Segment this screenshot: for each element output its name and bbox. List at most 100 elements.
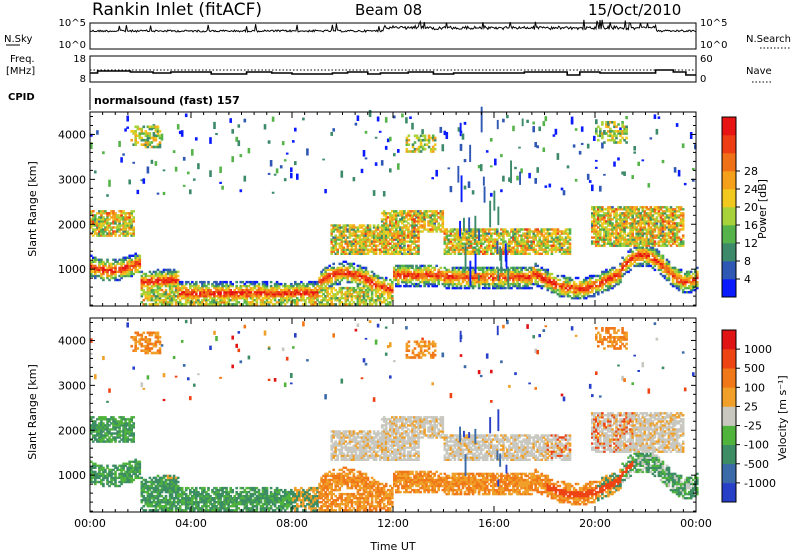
power-cell (435, 274, 438, 278)
power-cell (336, 282, 339, 286)
power-cell (110, 264, 113, 268)
power-cell (128, 262, 131, 266)
power-cell (623, 264, 626, 268)
power-cell (292, 301, 295, 304)
power-cell (603, 226, 606, 229)
power-cell (370, 274, 374, 278)
power-cell (100, 226, 103, 229)
power-cell (193, 288, 196, 292)
power-cell (391, 236, 394, 239)
power-cell (421, 226, 424, 229)
power-cell (156, 276, 160, 280)
power-cell (261, 297, 265, 300)
power-cell (526, 252, 529, 255)
power-cell (518, 278, 521, 282)
power-cell (162, 299, 166, 302)
power-cell (407, 248, 410, 251)
power-cell (124, 266, 127, 270)
power-cell (118, 210, 121, 213)
power-cell (593, 282, 596, 286)
power-cell (283, 303, 287, 306)
power-cell (378, 250, 382, 253)
power-cell (380, 282, 384, 286)
power-cell (239, 280, 243, 284)
power-cell (178, 130, 182, 135)
power-cell (601, 270, 604, 274)
power-cell (409, 212, 412, 215)
power-cell (467, 266, 471, 270)
power-cell (386, 286, 390, 290)
power-cell (128, 226, 131, 229)
power-cell (318, 295, 321, 298)
power-cell (518, 276, 521, 280)
power-cell (643, 244, 647, 247)
power-cell (643, 226, 647, 229)
power-cell (506, 244, 509, 247)
power-cell (451, 268, 455, 272)
power-cell (562, 291, 566, 294)
power-cell (439, 216, 443, 219)
power-cell (96, 234, 99, 237)
power-cell (473, 246, 477, 249)
power-cell (132, 228, 135, 231)
power-cell (391, 216, 394, 219)
power-cell (601, 214, 604, 217)
power-cell (92, 220, 95, 223)
power-cell (623, 260, 626, 263)
power-cell (526, 248, 529, 251)
power-cell (344, 226, 348, 229)
power-cell (322, 282, 325, 286)
power-cell (469, 228, 473, 231)
power-cell (520, 280, 523, 284)
power-cell (487, 230, 491, 233)
power-cell (411, 230, 414, 233)
power-cell (187, 295, 190, 298)
power-cell (582, 288, 586, 292)
power-cell (368, 286, 372, 290)
power-cell (164, 293, 168, 296)
power-cell (174, 280, 178, 284)
power-cell (300, 295, 303, 298)
power-cell (463, 185, 467, 190)
power-cell (360, 246, 364, 249)
power-cell (477, 280, 481, 284)
power-cell (631, 240, 634, 243)
power-cell (320, 295, 323, 298)
power-cell (172, 299, 176, 302)
power-cell (389, 212, 392, 215)
power-cell (487, 242, 491, 245)
power-cell (108, 266, 111, 270)
power-cell (330, 299, 333, 302)
power-cell (544, 278, 548, 282)
power-cell (360, 268, 364, 272)
power-cell (512, 230, 515, 233)
power-cell (467, 232, 471, 235)
power-cell (647, 214, 651, 217)
power-cell (566, 288, 570, 292)
power-cell (542, 240, 546, 243)
power-cell (586, 284, 590, 288)
power-cell (409, 252, 412, 255)
power-cell (384, 212, 388, 215)
power-cell (647, 216, 651, 219)
power-cell (465, 246, 469, 249)
power-cell (197, 295, 200, 298)
power-cell (223, 293, 226, 296)
power-cell (601, 284, 604, 288)
power-cell (605, 220, 608, 223)
power-cell (150, 278, 154, 282)
power-cell (483, 272, 487, 276)
power-cell (166, 303, 170, 306)
power-cell (164, 301, 168, 304)
power-cell (401, 266, 404, 270)
power-cell (473, 274, 477, 278)
power-cell (312, 284, 315, 288)
power-cell (354, 291, 358, 294)
power-cell (609, 280, 612, 284)
power-cell (150, 288, 154, 292)
power-cell (566, 242, 570, 245)
power-cell (494, 286, 497, 290)
power-cell (494, 228, 497, 231)
power-cell (374, 136, 378, 139)
power-cell (94, 230, 97, 233)
